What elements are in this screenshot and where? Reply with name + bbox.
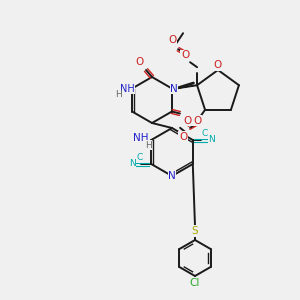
- Text: H: H: [115, 90, 122, 99]
- Text: O: O: [181, 50, 189, 60]
- Text: O: O: [193, 116, 201, 126]
- Text: O: O: [214, 60, 222, 70]
- Text: S: S: [192, 226, 198, 236]
- Text: O: O: [179, 132, 187, 142]
- Text: O: O: [135, 57, 143, 67]
- Text: N: N: [129, 160, 136, 169]
- Text: N: N: [208, 136, 215, 145]
- Text: O: O: [168, 35, 176, 45]
- Text: N: N: [168, 171, 176, 181]
- Text: N: N: [170, 83, 178, 94]
- Text: Cl: Cl: [190, 278, 200, 288]
- Text: NH: NH: [134, 133, 149, 143]
- Text: C: C: [202, 130, 208, 139]
- Text: O: O: [184, 116, 192, 125]
- Text: C: C: [136, 154, 142, 163]
- Text: NH: NH: [120, 83, 134, 94]
- Text: H: H: [145, 140, 152, 149]
